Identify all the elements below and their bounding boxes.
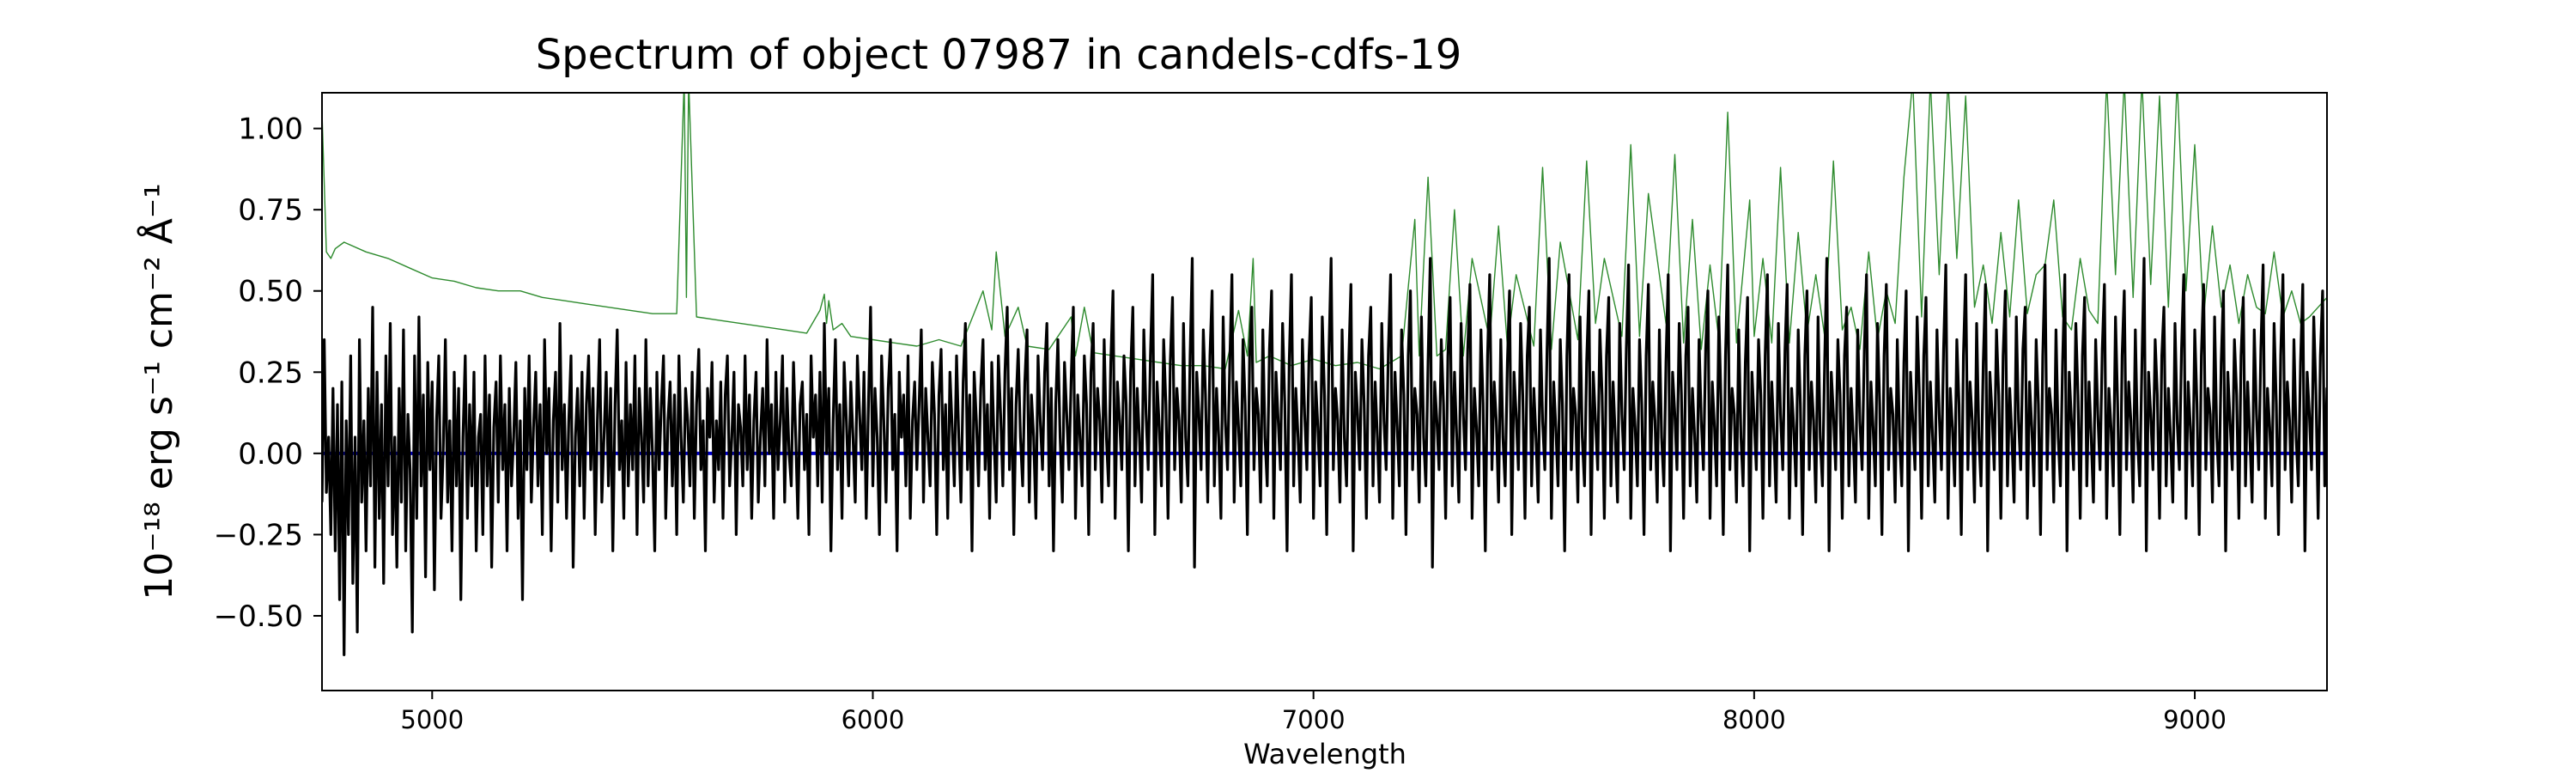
series-line-error-sky [322, 93, 2327, 370]
y-tick-label: 1.00 [238, 113, 303, 147]
series-layer [322, 93, 2327, 657]
x-tick-label: 6000 [841, 705, 905, 734]
y-axis-label: 10⁻¹⁸ erg s⁻¹ cm⁻² Å⁻¹ [136, 183, 181, 600]
y-tick-label: 0.00 [238, 437, 303, 472]
x-tick-label: 7000 [1282, 705, 1346, 734]
chart-title: Spectrum of object 07987 in candels-cdfs… [536, 31, 1462, 79]
y-tick-label: −0.50 [214, 600, 303, 634]
y-axis-ticks: −0.50 −0.25 0.00 0.25 0.50 0.75 1.00 [214, 113, 322, 634]
x-axis-ticks: 5000 6000 7000 8000 9000 [400, 691, 2227, 734]
x-tick-label: 8000 [1722, 705, 1786, 734]
y-tick-label: 0.75 [238, 193, 303, 228]
series-line-flux [322, 257, 2327, 657]
x-tick-label: 5000 [400, 705, 464, 734]
plot-frame [321, 92, 2328, 691]
y-tick-label: 0.50 [238, 275, 303, 309]
y-tick-label: 0.25 [238, 356, 303, 390]
y-tick-label: −0.25 [214, 518, 303, 552]
x-tick-label: 9000 [2163, 705, 2227, 734]
x-axis-label: Wavelength [1243, 738, 1406, 770]
